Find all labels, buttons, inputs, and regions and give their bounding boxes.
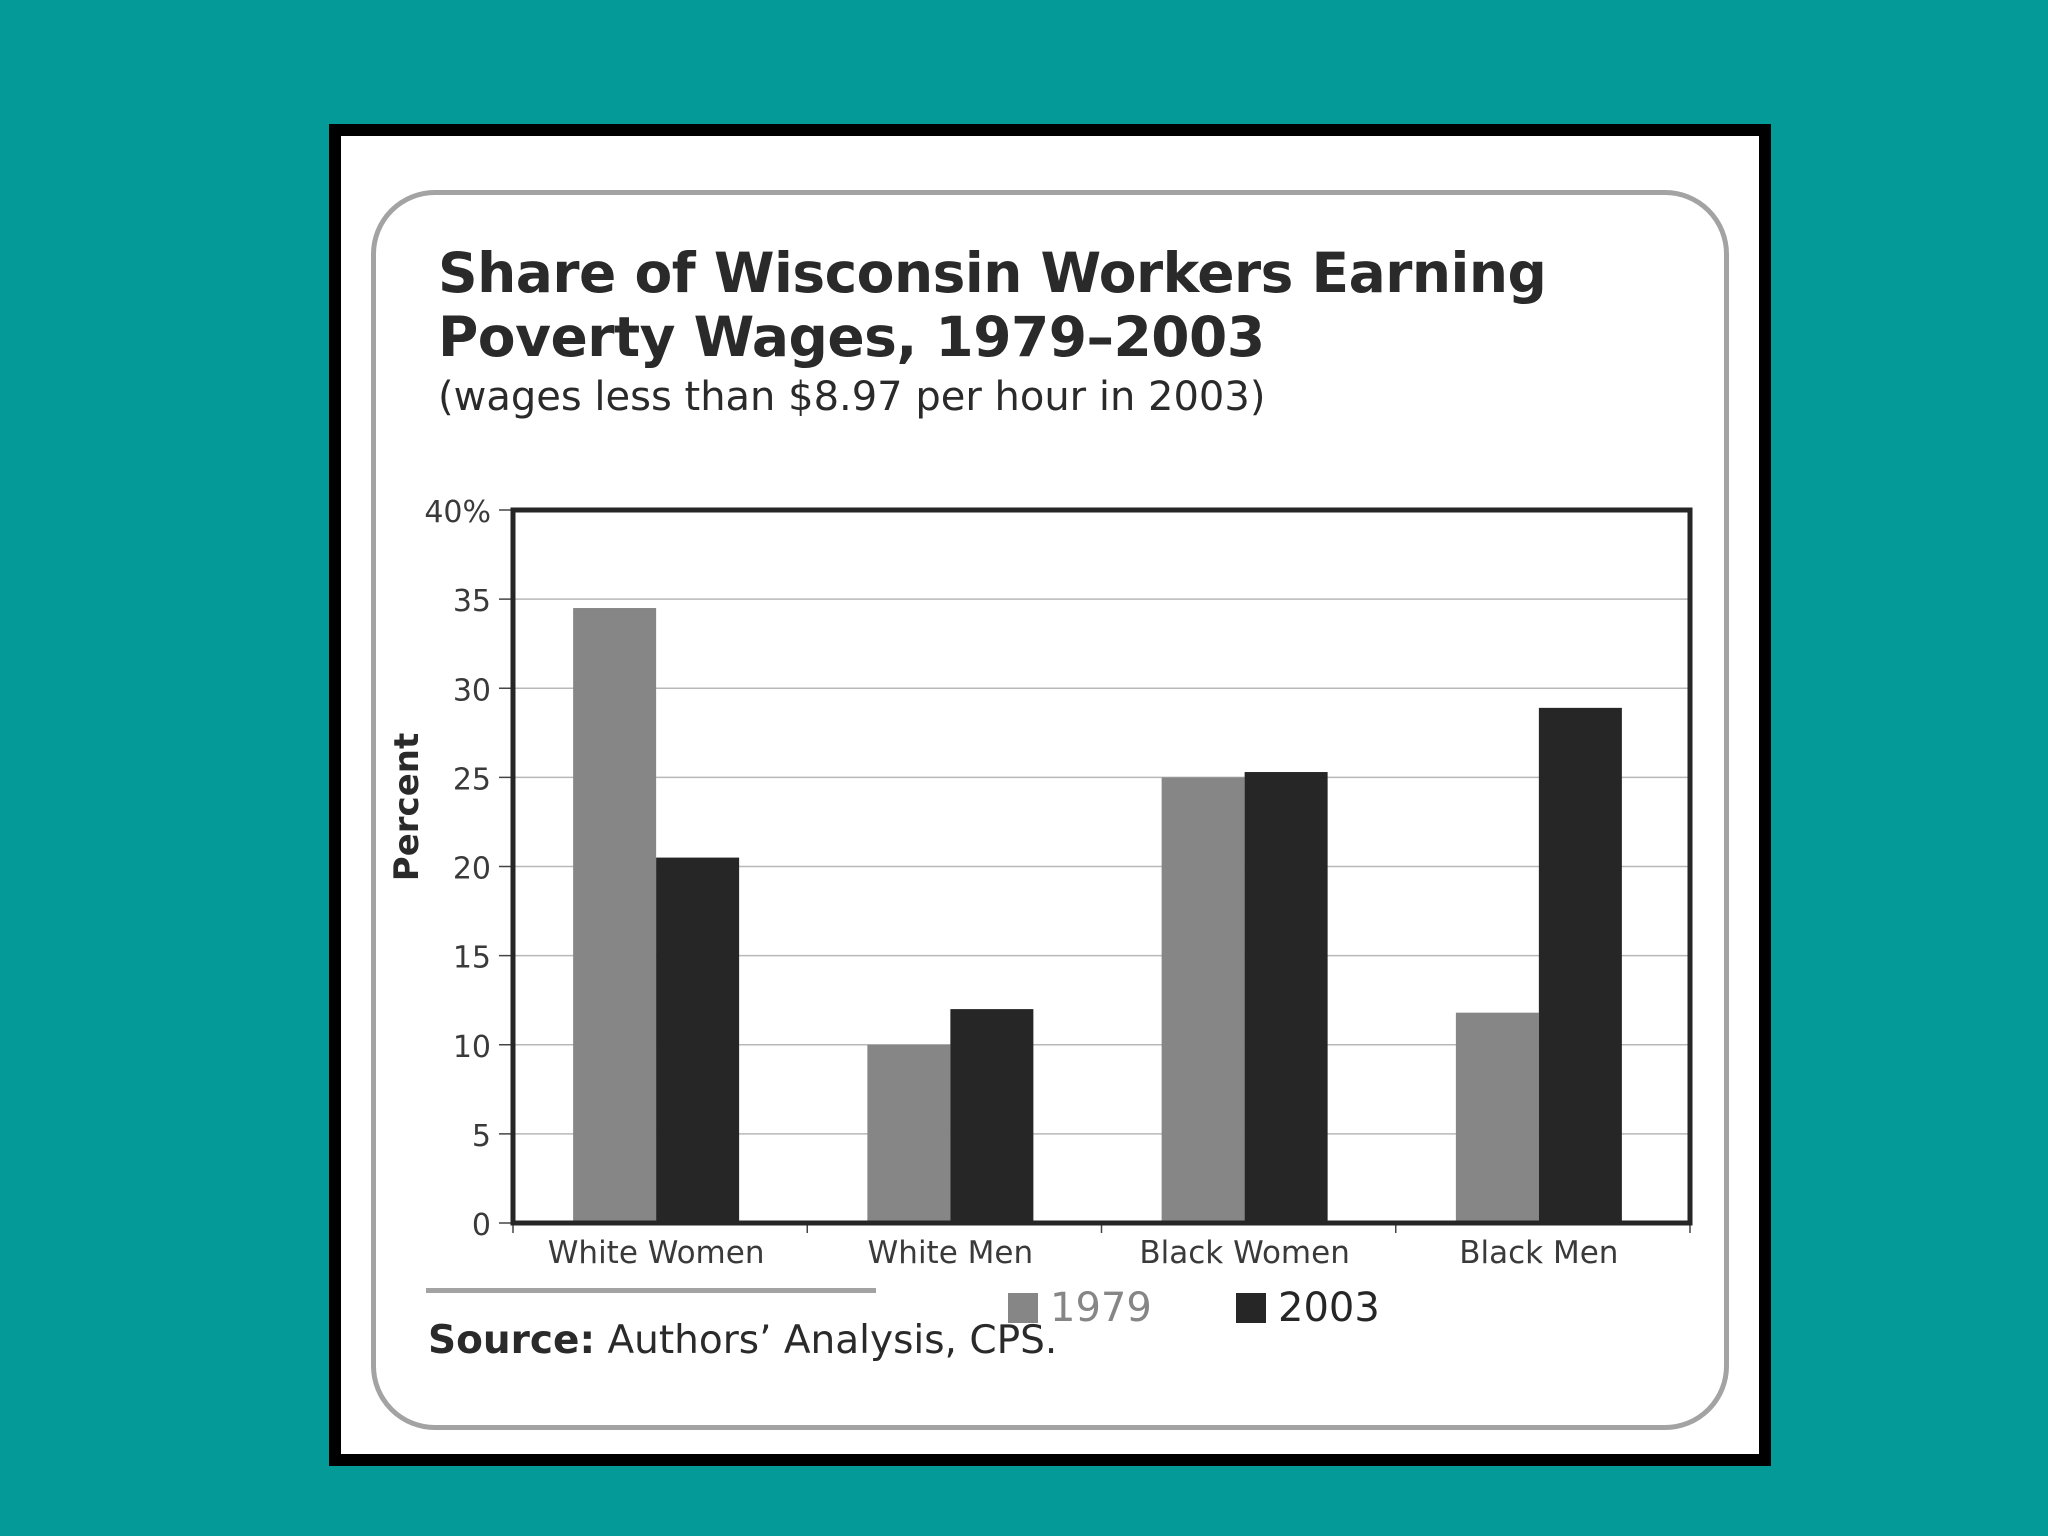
- x-tick-label-white-men: White Men: [868, 1235, 1033, 1271]
- slide-frame: Share of Wisconsin Workers Earning Pover…: [329, 124, 1771, 1466]
- bar-white-women-2003: [656, 857, 740, 1223]
- bar-white-men-2003: [950, 1009, 1034, 1223]
- axes: [499, 507, 1693, 1233]
- y-tick-labels: 0 5 10 15 20 25 30 35 40%: [424, 495, 491, 1243]
- bar-chart: 0 5 10 15 20 25 30 35 40% White Women White Men Bl…: [387, 495, 1693, 1331]
- legend-swatch-2003: [1236, 1293, 1266, 1323]
- bars: [573, 608, 1622, 1223]
- legend-swatch-1979: [1008, 1293, 1038, 1323]
- y-tick-label-15: 15: [453, 941, 491, 976]
- legend-label-1979: 1979: [1050, 1285, 1152, 1331]
- bar-black-women-2003: [1244, 772, 1328, 1223]
- bar-white-men-1979: [867, 1044, 951, 1223]
- source-divider: [426, 1288, 876, 1293]
- y-tick-label-35: 35: [453, 584, 491, 619]
- y-tick-label-5: 5: [472, 1119, 491, 1154]
- source-label: Source:: [428, 1318, 596, 1363]
- y-tick-label-30: 30: [453, 673, 491, 708]
- x-tick-labels: White Women White Men Black Women Black Men: [548, 1235, 1619, 1271]
- y-axis-label: Percent: [387, 733, 427, 881]
- source-text: Authors’ Analysis, CPS.: [595, 1318, 1058, 1363]
- y-tick-label-0: 0: [472, 1208, 491, 1243]
- y-tick-label-40: 40%: [424, 495, 491, 530]
- bar-black-men-1979: [1455, 1012, 1539, 1223]
- x-tick-label-white-women: White Women: [548, 1235, 765, 1271]
- legend-label-2003: 2003: [1278, 1285, 1380, 1331]
- bar-black-women-1979: [1161, 777, 1245, 1223]
- y-tick-label-20: 20: [453, 852, 491, 887]
- chart-subtitle: (wages less than $8.97 per hour in 2003): [438, 374, 1266, 420]
- x-tick-label-black-women: Black Women: [1139, 1235, 1349, 1271]
- chart-panel: Share of Wisconsin Workers Earning Pover…: [371, 190, 1729, 1430]
- bar-white-women-1979: [573, 608, 657, 1223]
- y-tick-label-25: 25: [453, 762, 491, 797]
- plot-frame: [510, 507, 1693, 1226]
- chart-title: Share of Wisconsin Workers Earning Pover…: [438, 241, 1547, 369]
- x-tick-label-black-men: Black Men: [1459, 1235, 1618, 1271]
- bar-black-men-2003: [1538, 707, 1622, 1223]
- source-note: Source: Authors’ Analysis, CPS.: [428, 1318, 1057, 1364]
- legend: 1979 2003: [1008, 1285, 1380, 1331]
- y-tick-label-10: 10: [453, 1030, 491, 1065]
